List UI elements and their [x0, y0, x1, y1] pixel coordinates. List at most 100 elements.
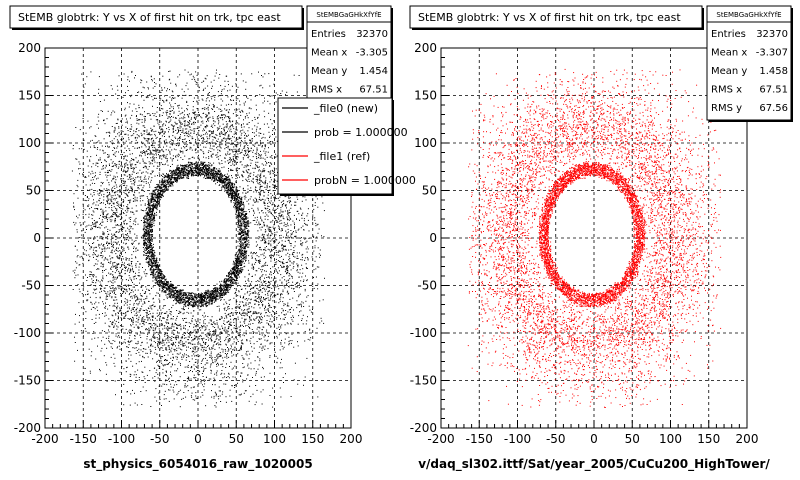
- scatter-point: [134, 347, 136, 349]
- scatter-point: [160, 269, 162, 271]
- scatter-point: [154, 396, 156, 398]
- scatter-point: [149, 205, 151, 207]
- scatter-point: [245, 252, 247, 254]
- scatter-point: [143, 248, 145, 250]
- scatter-point: [235, 157, 237, 159]
- scatter-point: [164, 277, 165, 279]
- scatter-point: [147, 200, 149, 202]
- scatter-point: [248, 241, 250, 243]
- scatter-point: [226, 288, 227, 290]
- scatter-point: [238, 264, 240, 266]
- scatter-point: [289, 243, 291, 244]
- scatter-point: [151, 245, 152, 247]
- scatter-point: [227, 286, 229, 288]
- x-tick-label: -50: [150, 432, 170, 446]
- scatter-point: [151, 271, 153, 273]
- scatter-point: [218, 305, 220, 307]
- scatter-point: [166, 297, 168, 299]
- scatter-point: [158, 198, 160, 200]
- scatter-point: [152, 196, 153, 198]
- scatter-point: [199, 172, 201, 174]
- scatter-point: [231, 188, 233, 190]
- scatter-point: [105, 302, 106, 304]
- scatter-point: [189, 172, 191, 174]
- scatter-point: [226, 275, 227, 277]
- scatter-point: [194, 293, 196, 295]
- scatter-point: [153, 275, 155, 277]
- scatter-point: [164, 176, 166, 178]
- scatter-point: [211, 164, 213, 166]
- x-tick-label: 150: [301, 432, 324, 446]
- scatter-point: [148, 260, 150, 262]
- scatter-point: [157, 204, 159, 206]
- scatter-point: [165, 188, 167, 190]
- scatter-point: [118, 288, 120, 290]
- scatter-point: [277, 242, 279, 244]
- scatter-point: [171, 171, 173, 173]
- scatter-point: [206, 174, 207, 176]
- scatter-point: [244, 226, 246, 228]
- scatter-point: [232, 192, 234, 194]
- scatter-point: [200, 292, 202, 294]
- scatter-point: [274, 200, 276, 202]
- scatter-point: [169, 181, 171, 183]
- scatter-point: [153, 115, 155, 117]
- scatter-point: [214, 177, 215, 179]
- y-tick-label: -200: [14, 421, 41, 435]
- scatter-point: [143, 239, 145, 241]
- scatter-point: [248, 239, 250, 241]
- scatter-point: [240, 236, 242, 238]
- scatter-point: [218, 173, 220, 175]
- scatter-point: [149, 209, 151, 210]
- scatter-point: [212, 288, 214, 290]
- scatter-point: [147, 238, 149, 240]
- scatter-point: [210, 173, 212, 175]
- scatter-point: [236, 211, 237, 213]
- scatter-point: [146, 258, 148, 259]
- scatter-point: [227, 280, 229, 282]
- scatter-point: [163, 179, 165, 181]
- scatter-point: [231, 277, 233, 279]
- scatter-point: [184, 303, 186, 305]
- scatter-point: [166, 173, 167, 175]
- scatter-point: [166, 296, 168, 298]
- scatter-point: [238, 255, 240, 257]
- scatter-point: [220, 175, 222, 177]
- scatter-point: [245, 221, 246, 223]
- scatter-point: [158, 203, 160, 205]
- scatter-point: [145, 228, 147, 230]
- scatter-point: [213, 169, 215, 171]
- scatter-point: [158, 197, 160, 199]
- scatter-point: [166, 176, 168, 178]
- scatter-point: [241, 174, 243, 176]
- scatter-point: [172, 296, 174, 298]
- scatter-point: [240, 246, 242, 248]
- scatter-point: [223, 284, 225, 286]
- scatter-point: [247, 145, 249, 146]
- scatter-point: [151, 253, 153, 255]
- scatter-point: [213, 167, 215, 169]
- scatter-point: [245, 245, 247, 247]
- scatter-point: [232, 186, 234, 188]
- scatter-point: [264, 263, 266, 265]
- scatter-point: [143, 255, 145, 256]
- scatter-point: [106, 188, 108, 190]
- scatter-point: [237, 212, 239, 214]
- scatter-point: [189, 129, 191, 131]
- scatter-point: [131, 173, 133, 175]
- scatter-point: [160, 186, 162, 188]
- scatter-point: [300, 244, 302, 246]
- scatter-point: [233, 268, 234, 270]
- scatter-point: [233, 266, 235, 268]
- scatter-point: [230, 194, 232, 196]
- scatter-point: [233, 274, 235, 276]
- scatter-point: [226, 329, 228, 331]
- scatter-point: [191, 162, 193, 164]
- scatter-point: [246, 213, 247, 215]
- y-tick-label: 200: [18, 41, 41, 55]
- scatter-point: [241, 258, 243, 260]
- scatter-point: [152, 249, 153, 251]
- scatter-point: [214, 288, 216, 289]
- scatter-point: [165, 294, 167, 296]
- scatter-point: [189, 169, 191, 171]
